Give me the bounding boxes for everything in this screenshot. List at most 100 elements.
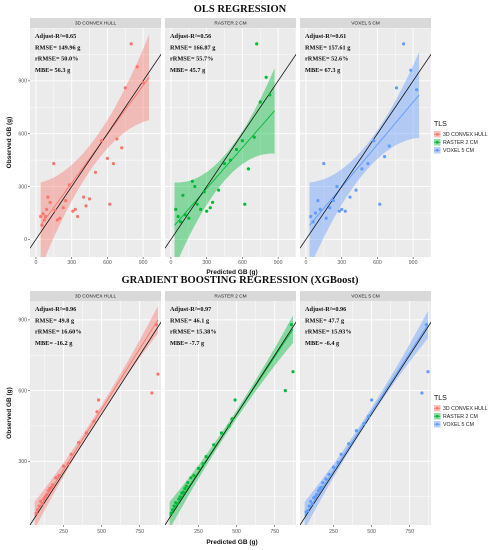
stat-label: rRMSE= 50.0% bbox=[35, 56, 78, 63]
data-point bbox=[135, 65, 139, 69]
data-point bbox=[322, 162, 326, 166]
panel-background bbox=[30, 28, 161, 257]
data-point bbox=[129, 42, 133, 46]
data-point bbox=[71, 209, 75, 213]
plot-area bbox=[165, 28, 296, 257]
panel-background bbox=[165, 28, 296, 257]
data-point bbox=[195, 202, 199, 206]
data-point bbox=[154, 323, 158, 327]
data-point bbox=[96, 398, 101, 402]
data-point bbox=[172, 504, 176, 508]
legend-label: VOXEL 5 CM bbox=[443, 422, 474, 428]
data-point bbox=[258, 100, 262, 104]
legend-label: 3D CONVEX HULL bbox=[443, 132, 488, 138]
data-point bbox=[234, 147, 239, 152]
x-tick-label: 500 bbox=[367, 529, 376, 535]
data-point bbox=[268, 93, 272, 97]
stat-label: MBE= -7.7 g bbox=[170, 340, 205, 347]
legend: TLS 3D CONVEX HULL RASTER 2 CM VOXEL 5 CM bbox=[434, 121, 488, 154]
data-point bbox=[42, 218, 46, 222]
data-point bbox=[177, 497, 181, 501]
panel-background bbox=[165, 301, 296, 525]
data-point bbox=[372, 139, 376, 143]
data-point bbox=[201, 462, 205, 466]
data-point bbox=[123, 86, 127, 90]
data-point bbox=[87, 197, 92, 201]
x-tick-label: 600 bbox=[373, 260, 382, 266]
facet-label: VOXEL 5 CM bbox=[351, 21, 380, 27]
data-point bbox=[40, 223, 44, 227]
data-point bbox=[331, 465, 336, 469]
data-point bbox=[192, 473, 196, 478]
panel-3d-convex-hull: 3D CONVEX HULL Adjust-R²=0.96 RMSE= 49.8 g… bbox=[18, 291, 161, 535]
data-point bbox=[57, 473, 61, 478]
identity-line bbox=[165, 321, 296, 525]
data-point bbox=[99, 139, 104, 143]
data-point bbox=[360, 167, 364, 171]
data-point bbox=[73, 207, 77, 211]
chart-ols: OLS REGRESSION 3D CONVEX HULL Adjust-R²=0.… bbox=[6, 4, 488, 276]
data-point bbox=[402, 42, 406, 46]
x-tick-label: 500 bbox=[232, 529, 241, 535]
legend-label: RASTER 2 CM bbox=[443, 414, 478, 420]
data-point bbox=[53, 208, 57, 212]
data-point bbox=[337, 209, 341, 213]
data-point bbox=[354, 429, 358, 433]
panel-3d-convex-hull: 3D CONVEX HULL Adjust-R²=0.65 RMSE= 149.96… bbox=[18, 18, 161, 266]
y-tick-label: 900 bbox=[18, 318, 27, 324]
data-point bbox=[64, 199, 68, 203]
section-title: GRADIENT BOOSTING REGRESSION (XGBoost) bbox=[122, 275, 359, 286]
x-tick-label: 900 bbox=[139, 260, 148, 266]
x-axis-title: Predicted GB (g) bbox=[206, 539, 257, 546]
data-point bbox=[366, 414, 371, 419]
data-point bbox=[370, 398, 374, 402]
stat-label: RMSE= 157.61 g bbox=[305, 44, 351, 51]
x-tick-label: 300 bbox=[337, 260, 346, 266]
plot-area bbox=[300, 301, 431, 525]
data-point bbox=[313, 495, 317, 499]
data-point bbox=[169, 511, 173, 515]
data-point bbox=[420, 391, 424, 395]
x-tick-label: 500 bbox=[97, 529, 106, 535]
legend-label: 3D CONVEX HULL bbox=[443, 406, 488, 412]
stat-label: MBE= -6.4 g bbox=[305, 340, 340, 347]
data-point bbox=[318, 207, 322, 211]
panel-voxel-5-cm: VOXEL 5 CM Adjust-R²=0.61 RMSE= 157.61 g rR… bbox=[300, 18, 431, 266]
data-point bbox=[354, 188, 358, 192]
stat-label: Adjust-R²=0.65 bbox=[35, 33, 76, 40]
data-point bbox=[183, 213, 187, 217]
data-point bbox=[321, 481, 325, 485]
data-point bbox=[187, 216, 191, 220]
data-point bbox=[115, 137, 119, 141]
x-tick-label: 0 bbox=[35, 260, 38, 266]
data-point bbox=[208, 206, 212, 210]
data-point bbox=[174, 207, 178, 211]
section-title: OLS REGRESSION bbox=[194, 4, 287, 15]
data-point bbox=[37, 504, 41, 508]
facet-strip bbox=[165, 18, 296, 28]
data-point bbox=[291, 370, 295, 374]
x-tick-label: 250 bbox=[194, 529, 203, 535]
facet-label: VOXEL 5 CM bbox=[351, 294, 380, 300]
data-point bbox=[336, 460, 340, 465]
data-point bbox=[426, 370, 430, 374]
data-point bbox=[222, 162, 227, 166]
data-point bbox=[55, 218, 60, 222]
data-point bbox=[186, 481, 190, 485]
data-point bbox=[309, 499, 313, 503]
x-tick-label: 250 bbox=[59, 529, 68, 535]
stat-label: Adjust-R²=0.96 bbox=[305, 306, 346, 313]
legend-key-point bbox=[435, 140, 439, 144]
stat-label: rRMSE= 52.6% bbox=[305, 56, 348, 63]
data-point bbox=[95, 410, 99, 414]
stat-label: MBE= 67.3 g bbox=[305, 67, 341, 74]
data-point bbox=[424, 323, 428, 327]
legend-key-point bbox=[435, 132, 439, 136]
plot-area bbox=[165, 301, 296, 525]
data-point bbox=[77, 440, 81, 445]
data-point bbox=[67, 183, 71, 187]
data-point bbox=[324, 477, 328, 481]
x-tick-label: 300 bbox=[202, 260, 211, 266]
stat-label: MBE= -16.2 g bbox=[35, 340, 73, 347]
data-point bbox=[58, 216, 62, 220]
